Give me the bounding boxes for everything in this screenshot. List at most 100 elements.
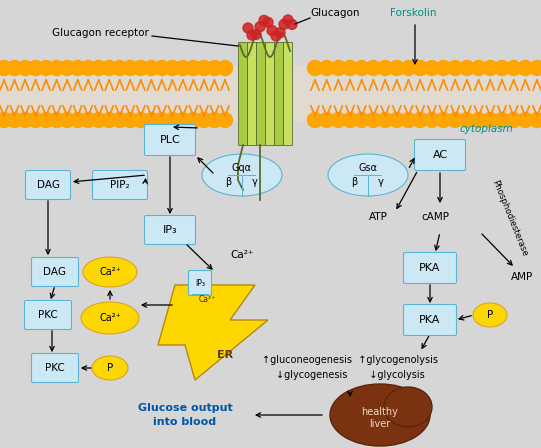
Circle shape (459, 60, 474, 76)
Circle shape (133, 112, 148, 128)
Circle shape (390, 60, 404, 76)
Circle shape (38, 60, 54, 76)
Circle shape (518, 60, 533, 76)
Circle shape (366, 112, 381, 128)
Ellipse shape (384, 387, 432, 427)
Circle shape (7, 60, 22, 76)
Text: DAG: DAG (43, 267, 67, 277)
Circle shape (217, 60, 233, 76)
Polygon shape (158, 285, 268, 380)
Circle shape (279, 19, 289, 29)
Text: β: β (351, 177, 357, 187)
Text: PLC: PLC (160, 135, 180, 145)
Text: ER: ER (217, 350, 233, 360)
Circle shape (530, 60, 541, 76)
Circle shape (17, 112, 32, 128)
Text: ↓glycogenesis       ↓glycolysis: ↓glycogenesis ↓glycolysis (275, 370, 424, 380)
Text: IP₃: IP₃ (163, 225, 177, 235)
Circle shape (175, 60, 190, 76)
Text: ↑gluconeogenesis  ↑glycogenolysis: ↑gluconeogenesis ↑glycogenolysis (262, 355, 438, 365)
Circle shape (283, 15, 293, 25)
Circle shape (342, 112, 358, 128)
Circle shape (424, 112, 439, 128)
Text: β: β (225, 177, 231, 187)
Text: DAG: DAG (36, 180, 60, 190)
Circle shape (530, 112, 541, 128)
Text: healthy
liver: healthy liver (361, 407, 398, 429)
Circle shape (459, 112, 474, 128)
FancyBboxPatch shape (404, 253, 457, 284)
Circle shape (390, 112, 404, 128)
Circle shape (251, 30, 261, 39)
Circle shape (91, 60, 106, 76)
FancyBboxPatch shape (239, 43, 247, 146)
Circle shape (113, 112, 127, 128)
Circle shape (319, 112, 334, 128)
Circle shape (38, 112, 54, 128)
Circle shape (424, 60, 439, 76)
Circle shape (207, 112, 222, 128)
Text: IP₃: IP₃ (195, 279, 205, 288)
Circle shape (342, 60, 358, 76)
Circle shape (436, 112, 451, 128)
Circle shape (165, 112, 180, 128)
Circle shape (401, 112, 416, 128)
FancyBboxPatch shape (31, 353, 78, 383)
Text: Phosphodiesterase: Phosphodiesterase (491, 178, 530, 258)
Circle shape (207, 60, 222, 76)
Circle shape (175, 112, 190, 128)
Circle shape (331, 112, 346, 128)
FancyBboxPatch shape (31, 258, 78, 287)
Circle shape (354, 60, 370, 76)
Circle shape (331, 60, 346, 76)
Circle shape (60, 60, 75, 76)
Circle shape (217, 112, 233, 128)
Text: Glucose output
into blood: Glucose output into blood (137, 403, 233, 426)
Circle shape (401, 60, 416, 76)
Text: γ: γ (252, 177, 258, 187)
Circle shape (196, 112, 212, 128)
Ellipse shape (92, 356, 128, 380)
Text: PKC: PKC (38, 310, 58, 320)
Circle shape (102, 60, 117, 76)
Text: Glucagon receptor: Glucagon receptor (52, 28, 149, 38)
Circle shape (0, 60, 11, 76)
FancyBboxPatch shape (144, 125, 195, 155)
Circle shape (144, 112, 159, 128)
Circle shape (70, 60, 85, 76)
Bar (0, 66, 541, 122)
Circle shape (267, 26, 277, 35)
Circle shape (196, 60, 212, 76)
Circle shape (49, 60, 64, 76)
Text: AC: AC (432, 150, 447, 160)
Circle shape (471, 60, 486, 76)
Circle shape (17, 60, 32, 76)
Text: Ca²⁺: Ca²⁺ (99, 267, 121, 277)
FancyBboxPatch shape (283, 43, 293, 146)
Text: Gsα: Gsα (359, 163, 378, 173)
Circle shape (154, 112, 169, 128)
Circle shape (436, 60, 451, 76)
Circle shape (102, 112, 117, 128)
Circle shape (28, 112, 43, 128)
Text: cAMP: cAMP (421, 212, 449, 222)
FancyBboxPatch shape (256, 43, 266, 146)
Circle shape (81, 112, 96, 128)
Ellipse shape (473, 303, 507, 327)
Text: cytoplasm: cytoplasm (460, 124, 514, 134)
Circle shape (448, 60, 463, 76)
Circle shape (275, 28, 285, 38)
Text: P: P (107, 363, 113, 373)
Circle shape (494, 60, 510, 76)
Circle shape (123, 60, 138, 76)
Circle shape (518, 112, 533, 128)
Circle shape (307, 60, 322, 76)
FancyBboxPatch shape (93, 171, 148, 199)
FancyBboxPatch shape (24, 301, 71, 329)
Circle shape (378, 112, 393, 128)
FancyBboxPatch shape (247, 43, 256, 146)
Text: Ca²⁺: Ca²⁺ (199, 295, 216, 304)
Circle shape (483, 60, 498, 76)
Circle shape (506, 112, 521, 128)
Circle shape (483, 112, 498, 128)
